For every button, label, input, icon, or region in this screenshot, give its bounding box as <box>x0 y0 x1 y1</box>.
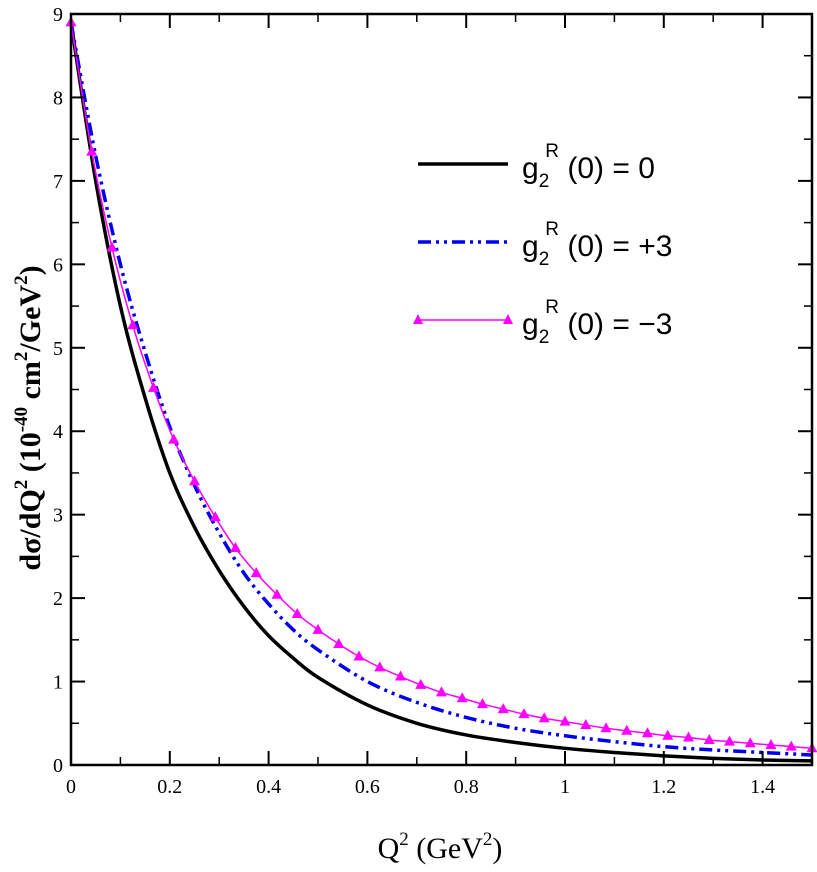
legend-item-2: g2R (0) = −3 <box>413 297 672 348</box>
series-2-point <box>436 686 447 697</box>
x-tick-label: 1.2 <box>651 776 676 798</box>
y-tick-label: 9 <box>53 4 63 26</box>
y-tick-label: 5 <box>53 338 63 360</box>
series-2-point <box>477 698 489 709</box>
series-2-point <box>312 623 324 634</box>
series-2-point <box>456 692 468 703</box>
series-2-point <box>600 722 612 733</box>
y-axis-label: dσ/dQ2 (10-40 cm2/GeV2) <box>11 265 47 570</box>
legend-item-0: g2R (0) = 0 <box>418 141 655 192</box>
y-axis-label-prefix-sup: 2 <box>11 480 32 490</box>
series-line-1 <box>69 22 813 757</box>
y-axis-label-slash: /GeV <box>14 285 47 353</box>
series-2-point <box>744 737 756 748</box>
series-2-point <box>86 145 98 156</box>
series-2-point <box>230 542 242 553</box>
plot-frame <box>69 12 814 767</box>
y-tick-label: 6 <box>53 254 63 276</box>
series-2-point <box>538 712 550 723</box>
series-line-2 <box>70 22 813 750</box>
legend-label-1: g2R (0) = +3 <box>522 219 672 270</box>
series-2-point <box>518 708 530 719</box>
series-2-point <box>271 588 283 599</box>
legend-label-0: g2R (0) = 0 <box>522 141 655 192</box>
series-2-point <box>621 724 633 735</box>
series-2-point <box>291 607 303 618</box>
legend: g2R (0) = 0 g2R (0) = +3 g2R (0) = −3 <box>413 141 672 348</box>
ticks-layer: 0 0.2 0.4 0.6 0.8 1 1.2 1.4 0 1 2 3 4 5 6 7 8 9 <box>53 4 813 798</box>
x-tick-label: 0.6 <box>355 776 380 798</box>
series-2-point <box>765 738 777 749</box>
series-2-point <box>662 729 674 740</box>
y-tick-label: 3 <box>53 505 63 527</box>
series-layer <box>65 16 817 763</box>
series-2-point <box>497 703 509 714</box>
x-axis-label-unit-sup: 2 <box>483 829 493 850</box>
x-axis-label-close: ) <box>492 832 502 865</box>
series-2-point <box>580 718 592 729</box>
y-axis-label-prefix: dσ/dQ <box>14 489 47 570</box>
series-2-point <box>703 733 715 744</box>
x-tick-label: 0 <box>66 776 76 798</box>
series-2-point <box>353 650 365 661</box>
y-tick-label: 2 <box>53 588 63 610</box>
y-axis-label-exp: -40 <box>11 407 32 432</box>
x-tick-label: 0.8 <box>454 776 479 798</box>
series-2-point <box>785 740 797 751</box>
y-tick-label: 4 <box>53 421 63 443</box>
x-axis-label-sup: 2 <box>399 829 409 850</box>
y-tick-label: 0 <box>53 755 63 777</box>
series-2-point <box>250 567 262 578</box>
x-tick-label: 1.4 <box>750 776 775 798</box>
series-2-point <box>683 731 694 742</box>
y-axis-label-sup2: 2 <box>11 275 32 285</box>
series-line-0 <box>69 22 813 763</box>
y-axis-label-unit-mid: cm <box>14 361 47 407</box>
x-tick-label: 0.2 <box>157 776 182 798</box>
series-2-point <box>168 433 180 444</box>
x-axis-label: Q2 (GeV2) <box>378 829 503 865</box>
y-tick-label: 7 <box>53 171 63 193</box>
series-2-point <box>374 661 386 672</box>
series-2-point <box>724 735 736 746</box>
series-2-point <box>559 715 571 726</box>
x-tick-label: 1 <box>560 776 570 798</box>
y-tick-label: 8 <box>53 87 63 109</box>
y-axis-label-sup1: 2 <box>11 352 32 362</box>
series-2-point <box>106 241 118 252</box>
x-axis-label-unit: (GeV <box>409 832 483 865</box>
y-tick-label: 1 <box>53 672 63 694</box>
series-2-point <box>333 638 345 649</box>
legend-marker-2a <box>413 314 423 324</box>
series-2-point <box>415 678 427 689</box>
legend-item-1: g2R (0) = +3 <box>418 219 672 270</box>
legend-label-2: g2R (0) = −3 <box>522 297 672 348</box>
series-2-point <box>147 381 159 392</box>
x-tick-label: 0.4 <box>256 776 281 798</box>
y-axis-label-unit-open: (10 <box>14 432 47 480</box>
x-axis-label-base: Q <box>378 832 400 865</box>
series-2-point <box>394 670 406 681</box>
series-2-point <box>641 727 653 738</box>
y-axis-label-close: ) <box>14 265 47 275</box>
legend-marker-2b <box>503 314 513 324</box>
series-2-point <box>189 475 200 486</box>
series-2-point <box>209 511 221 522</box>
series-2-point <box>127 319 139 330</box>
